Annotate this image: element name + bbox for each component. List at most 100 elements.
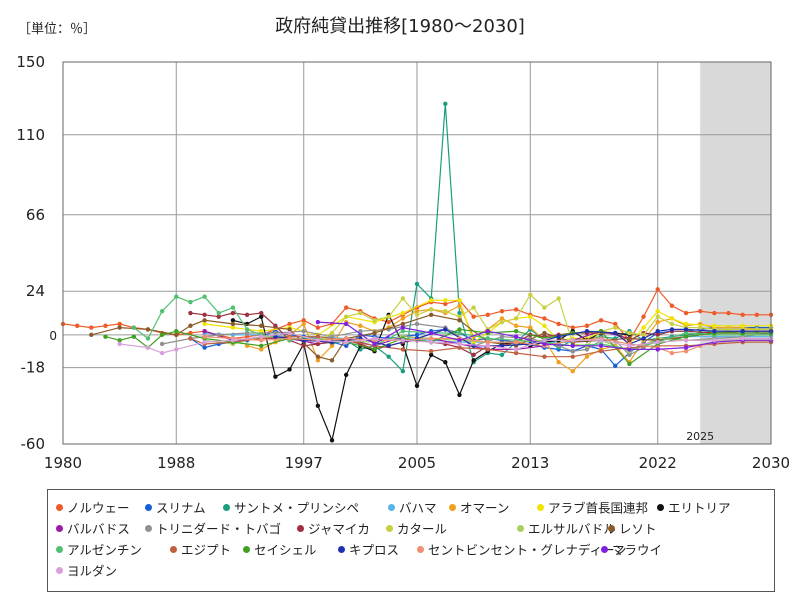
data-point — [188, 323, 193, 328]
data-point — [698, 325, 703, 330]
series — [315, 319, 774, 352]
legend-item: ノルウェー — [56, 498, 130, 518]
data-point — [598, 318, 604, 323]
legend-label: キプロス — [349, 542, 400, 558]
data-point — [131, 325, 136, 330]
data-point — [698, 309, 703, 314]
data-point — [485, 336, 490, 341]
data-point — [556, 296, 561, 301]
data-point — [542, 354, 547, 359]
data-point — [542, 305, 547, 310]
data-point — [428, 349, 434, 354]
data-point — [584, 347, 590, 352]
data-point — [740, 312, 745, 318]
data-point — [528, 292, 533, 298]
data-point — [344, 321, 349, 327]
data-point — [542, 338, 547, 343]
legend-swatch — [56, 546, 63, 553]
data-point — [117, 338, 122, 343]
legend-swatch — [338, 546, 345, 553]
legend-swatch — [417, 546, 424, 553]
legend-label: ノルウェー — [67, 500, 130, 516]
legend-label: セントビンセント・グレナディーン — [428, 542, 627, 558]
data-point — [513, 347, 519, 352]
legend-item: ジャマイカ — [297, 519, 370, 539]
data-point — [627, 343, 632, 348]
plot-frame — [62, 61, 772, 445]
data-point — [655, 309, 660, 314]
data-point — [400, 296, 406, 301]
data-point — [613, 330, 618, 336]
data-point — [159, 332, 165, 338]
data-point — [542, 330, 547, 336]
data-point — [443, 327, 448, 332]
data-point — [400, 347, 406, 352]
data-point — [542, 323, 547, 328]
data-point — [216, 310, 221, 316]
data-point — [344, 336, 349, 341]
data-point — [400, 369, 406, 374]
data-point — [443, 298, 448, 303]
data-point — [414, 312, 420, 318]
data-point — [202, 312, 207, 318]
forecast-start-label: 2025 — [686, 430, 714, 443]
data-point — [145, 336, 151, 341]
data-point — [329, 438, 335, 443]
data-point — [244, 327, 250, 332]
legend-swatch — [388, 504, 395, 511]
data-point — [386, 354, 391, 359]
data-point — [188, 310, 193, 316]
data-point — [485, 339, 490, 345]
data-point — [372, 330, 377, 336]
legend-label: ヨルダン — [67, 563, 118, 579]
data-point — [259, 347, 264, 352]
legend-item: エジプト — [170, 540, 231, 560]
data-point — [726, 327, 731, 332]
data-point — [598, 349, 604, 354]
legend-label: ジャマイカ — [308, 521, 370, 537]
data-point — [471, 305, 476, 310]
data-point — [669, 350, 675, 356]
data-point — [570, 325, 575, 330]
legend-label: エルサルバドル — [528, 521, 616, 537]
data-point — [400, 310, 406, 316]
legend-item: セイシェル — [243, 540, 317, 560]
legend-item: エリトリア — [657, 498, 731, 518]
data-point — [457, 338, 462, 343]
y-tick-label: -18 — [21, 359, 46, 377]
legend-swatch — [601, 546, 608, 553]
data-point — [414, 321, 420, 327]
data-point — [471, 358, 476, 363]
data-point — [344, 339, 349, 345]
series — [117, 330, 774, 356]
data-point — [287, 321, 292, 327]
data-point — [712, 323, 717, 328]
data-point — [202, 334, 207, 339]
data-point — [740, 323, 745, 328]
data-point — [344, 305, 349, 310]
data-point — [315, 354, 321, 359]
data-point — [613, 321, 618, 327]
data-point — [499, 316, 505, 321]
data-point — [513, 334, 519, 339]
data-point — [513, 339, 519, 345]
data-point — [202, 321, 207, 327]
data-point — [499, 319, 505, 325]
data-point — [499, 309, 505, 314]
legend-label: アラブ首長国連邦 — [548, 500, 649, 516]
legend-label: エリトリア — [668, 500, 731, 516]
data-point — [613, 325, 618, 330]
data-point — [301, 321, 306, 327]
data-point — [683, 349, 689, 354]
legend-item: バハマ — [388, 498, 437, 518]
data-point — [386, 319, 391, 325]
x-tick-label: 1988 — [157, 454, 195, 472]
legend-item: トリニダード・トバゴ — [145, 519, 281, 539]
data-point — [570, 343, 575, 348]
legend-swatch — [537, 504, 544, 511]
data-point — [683, 330, 689, 336]
legend-label: オマーン — [460, 500, 510, 516]
data-point — [315, 341, 321, 347]
data-point — [259, 323, 264, 328]
